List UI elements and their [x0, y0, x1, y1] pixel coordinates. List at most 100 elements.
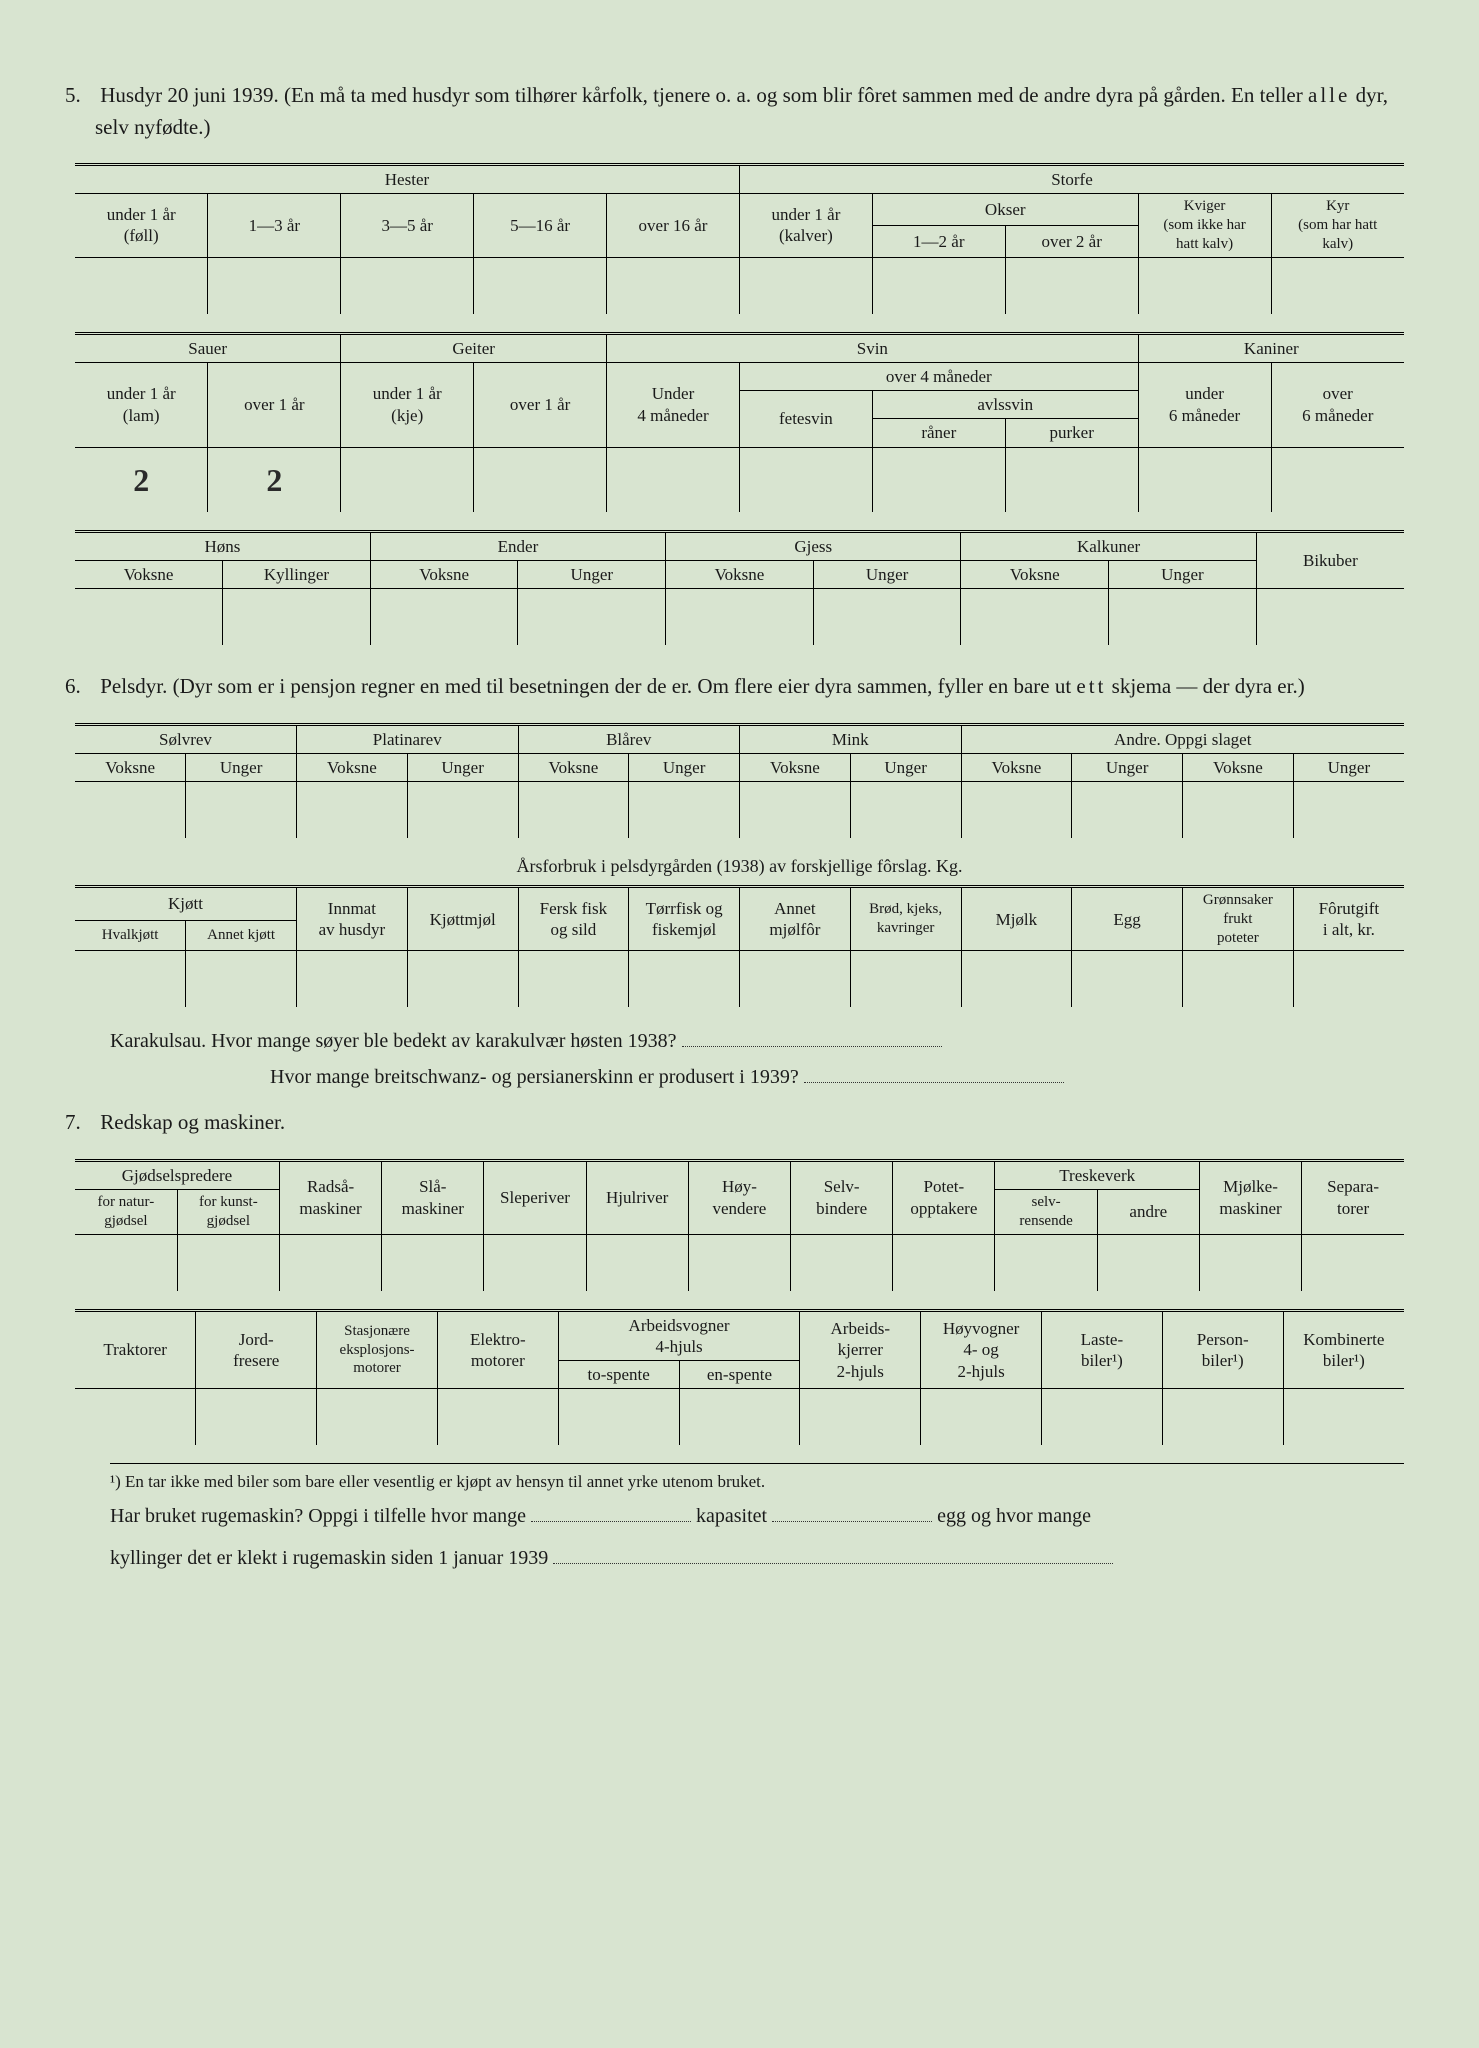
cell[interactable]: [518, 951, 629, 1008]
cell[interactable]: [791, 1234, 893, 1291]
cell[interactable]: [1072, 782, 1183, 839]
th-person: Person- biler¹): [1162, 1310, 1283, 1389]
cell[interactable]: [1072, 951, 1183, 1008]
cell[interactable]: [1256, 589, 1404, 646]
cell[interactable]: [688, 1234, 790, 1291]
cell[interactable]: [407, 951, 518, 1008]
cell-sau-u1[interactable]: 2: [75, 447, 208, 512]
cell[interactable]: [850, 782, 961, 839]
cell[interactable]: [893, 1234, 995, 1291]
cell[interactable]: [558, 1389, 679, 1446]
cell[interactable]: [1293, 782, 1404, 839]
cell[interactable]: [186, 782, 297, 839]
cell[interactable]: [223, 589, 371, 646]
th-okser-over2: over 2 år: [1005, 225, 1138, 257]
th: Voksne: [297, 753, 408, 781]
cell[interactable]: [474, 447, 607, 512]
cell[interactable]: [961, 782, 1072, 839]
cell[interactable]: [196, 1389, 317, 1446]
th: Unger: [186, 753, 297, 781]
karakul-line2: Hvor mange breitschwanz- og persianerski…: [270, 1061, 1404, 1093]
cell[interactable]: [177, 1234, 279, 1291]
cell-sau-o1[interactable]: 2: [208, 447, 341, 512]
cell[interactable]: [813, 589, 961, 646]
cell[interactable]: [1293, 951, 1404, 1008]
cell[interactable]: [1138, 257, 1271, 314]
cell[interactable]: [850, 951, 961, 1008]
fill-blank[interactable]: [804, 1062, 1064, 1083]
cell[interactable]: [1183, 782, 1294, 839]
cell[interactable]: [629, 951, 740, 1008]
th-mjolke: Mjølke- maskiner: [1199, 1160, 1301, 1234]
cell[interactable]: [800, 1389, 921, 1446]
cell[interactable]: [1005, 447, 1138, 512]
cell[interactable]: [437, 1389, 558, 1446]
cell[interactable]: [75, 1234, 177, 1291]
text: kapasitet: [696, 1505, 767, 1527]
cell[interactable]: [75, 589, 223, 646]
th-under1-kje: under 1 år (kje): [341, 362, 474, 447]
th-platinarev: Platinarev: [297, 724, 519, 753]
th-gronn: Grønnsaker frukt poteter: [1183, 887, 1294, 951]
fill-blank[interactable]: [682, 1026, 942, 1047]
cell[interactable]: [961, 589, 1109, 646]
cell[interactable]: [518, 589, 666, 646]
cell[interactable]: [1183, 951, 1294, 1008]
fill-blank[interactable]: [531, 1501, 691, 1522]
cell[interactable]: [666, 589, 814, 646]
cell[interactable]: [317, 1389, 438, 1446]
cell[interactable]: [586, 1234, 688, 1291]
cell[interactable]: [607, 257, 740, 314]
cell[interactable]: [740, 951, 851, 1008]
cell[interactable]: [872, 257, 1005, 314]
cell[interactable]: [341, 447, 474, 512]
cell[interactable]: [739, 447, 872, 512]
fill-blank[interactable]: [553, 1543, 1113, 1564]
q6-text-a: Pelsdyr. (Dyr som er i pensjon regner en…: [100, 674, 1076, 698]
cell[interactable]: [1042, 1389, 1163, 1446]
th-annetmjol: Annet mjølfôr: [740, 887, 851, 951]
cell[interactable]: [341, 257, 474, 314]
cell[interactable]: [75, 257, 208, 314]
cell[interactable]: [1097, 1234, 1199, 1291]
cell[interactable]: [1199, 1234, 1301, 1291]
th-arbeids4: Arbeidsvogner 4-hjuls: [558, 1310, 800, 1361]
cell[interactable]: [679, 1389, 800, 1446]
cell[interactable]: [297, 951, 408, 1008]
cell[interactable]: [484, 1234, 586, 1291]
cell[interactable]: [75, 1389, 196, 1446]
cell[interactable]: [1271, 257, 1404, 314]
cell[interactable]: [75, 951, 186, 1008]
cell[interactable]: [1138, 447, 1271, 512]
cell[interactable]: [921, 1389, 1042, 1446]
cell[interactable]: [279, 1234, 381, 1291]
cell[interactable]: [186, 951, 297, 1008]
cell[interactable]: [1271, 447, 1404, 512]
cell[interactable]: [1005, 257, 1138, 314]
cell[interactable]: [740, 782, 851, 839]
cell[interactable]: [629, 782, 740, 839]
cell[interactable]: [961, 951, 1072, 1008]
cell[interactable]: [739, 257, 872, 314]
th: Voksne: [740, 753, 851, 781]
th-potet: Potet- opptakere: [893, 1160, 995, 1234]
th-laste: Laste- biler¹): [1042, 1310, 1163, 1389]
table-redskap1: Gjødselspredere Radså- maskiner Slå- mas…: [75, 1159, 1404, 1291]
cell[interactable]: [208, 257, 341, 314]
cell[interactable]: [1162, 1389, 1283, 1446]
cell[interactable]: [518, 782, 629, 839]
cell[interactable]: [370, 589, 518, 646]
cell[interactable]: [297, 782, 408, 839]
cell[interactable]: [407, 782, 518, 839]
th: Voksne: [666, 560, 814, 588]
cell[interactable]: [607, 447, 740, 512]
cell[interactable]: [382, 1234, 484, 1291]
cell[interactable]: [1302, 1234, 1404, 1291]
cell[interactable]: [75, 782, 186, 839]
fill-blank[interactable]: [772, 1501, 932, 1522]
cell[interactable]: [1283, 1389, 1404, 1446]
cell[interactable]: [872, 447, 1005, 512]
cell[interactable]: [474, 257, 607, 314]
cell[interactable]: [1109, 589, 1257, 646]
cell[interactable]: [995, 1234, 1097, 1291]
